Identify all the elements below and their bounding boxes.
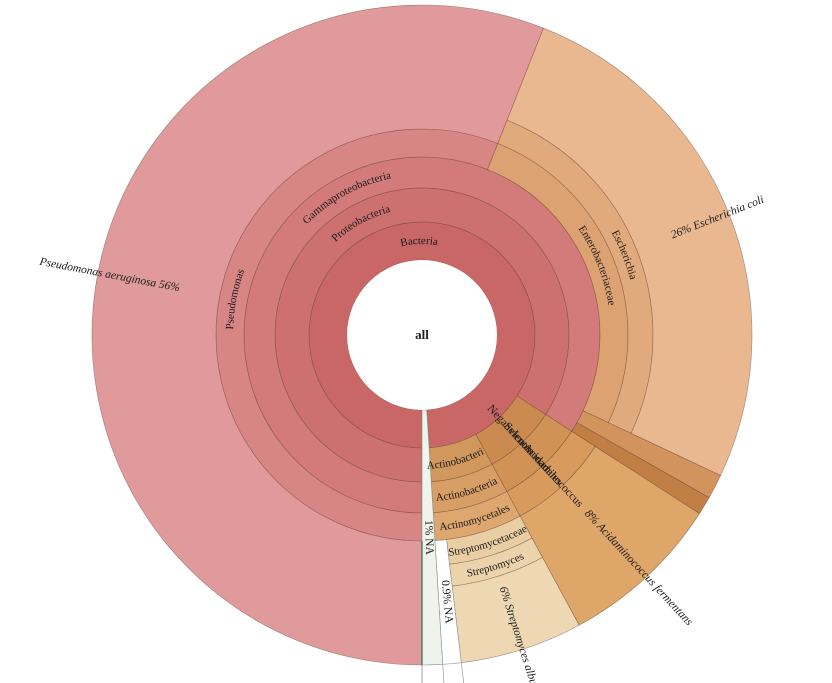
wedge-escherichia-coli[interactable] <box>506 27 753 476</box>
inner-label: 0.9% NA <box>439 580 455 625</box>
center-circle[interactable] <box>347 260 497 410</box>
wedges-layer <box>91 4 753 666</box>
ring-label: Bacteria <box>399 235 439 249</box>
center-label: all <box>415 327 429 342</box>
inner-label: 1% NA <box>422 520 435 556</box>
label-connector-line <box>461 662 465 683</box>
wedge-pseudomonas-aeruginosa[interactable] <box>91 4 544 666</box>
decorations-layer <box>421 541 465 683</box>
label-connector-line <box>442 664 445 683</box>
